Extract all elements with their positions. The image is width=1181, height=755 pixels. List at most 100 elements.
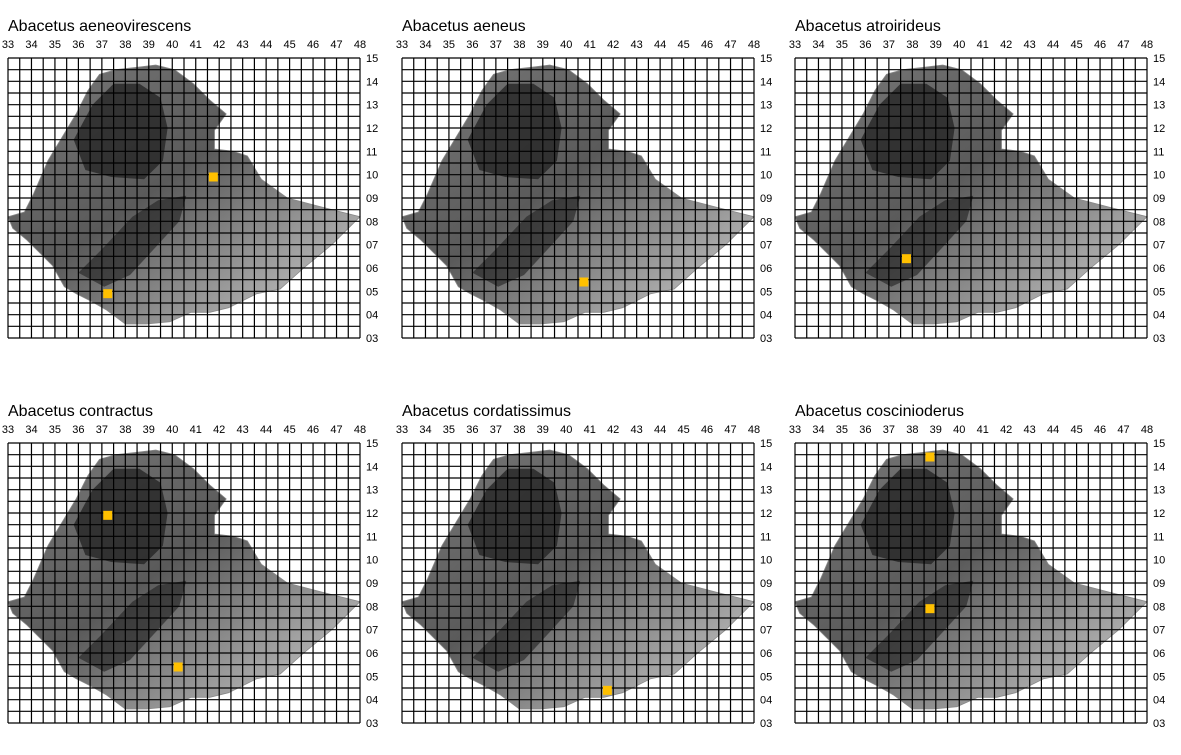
longitude-tick-label: 36 — [466, 39, 478, 51]
latitude-tick-label: 03 — [760, 333, 772, 345]
latitude-tick-label: 11 — [760, 531, 771, 543]
longitude-tick-label: 36 — [72, 39, 84, 51]
latitude-tick-label: 15 — [1153, 53, 1165, 65]
distribution-map: Abacetus coscinioderus 33 34 35 36 37 38 39 40 41… — [789, 403, 1180, 755]
longitude-tick-label: 37 — [490, 424, 502, 436]
latitude-tick-label: 09 — [1153, 578, 1165, 590]
latitude-tick-label: 15 — [760, 438, 772, 450]
latitude-tick-label: 03 — [1153, 333, 1165, 345]
map-title: Abacetus aeneovirescens — [8, 18, 192, 35]
longitude-tick-label: 42 — [213, 424, 225, 436]
longitude-tick-label: 46 — [307, 39, 319, 51]
longitude-tick-label: 41 — [190, 39, 202, 51]
longitude-tick-label: 34 — [419, 424, 431, 436]
longitude-tick-label: 46 — [1094, 424, 1106, 436]
longitude-tick-label: 33 — [789, 39, 801, 51]
highland-relief — [73, 468, 168, 565]
record-marker — [103, 289, 113, 299]
longitude-tick-label: 40 — [560, 424, 572, 436]
longitude-tick-label: 39 — [930, 424, 942, 436]
latitude-tick-label: 07 — [366, 625, 378, 637]
longitude-tick-label: 33 — [396, 39, 408, 51]
longitude-tick-label: 39 — [143, 39, 155, 51]
longitude-tick-label: 34 — [25, 424, 37, 436]
longitude-tick-label: 47 — [724, 39, 736, 51]
longitude-tick-label: 43 — [631, 424, 643, 436]
longitude-tick-label: 37 — [96, 39, 108, 51]
highland-relief — [860, 468, 955, 565]
latitude-tick-label: 05 — [366, 671, 378, 683]
latitude-tick-label: 09 — [366, 578, 378, 590]
grid — [794, 57, 1148, 339]
latitude-tick-label: 10 — [366, 555, 378, 567]
latitude-tick-label: 11 — [366, 146, 377, 158]
highland-relief — [472, 580, 581, 672]
latitude-tick-label: 13 — [760, 100, 772, 112]
record-marker — [173, 662, 183, 672]
latitude-tick-label: 04 — [1153, 695, 1165, 707]
latitude-tick-label: 06 — [366, 648, 378, 660]
latitude-tick-label: 12 — [1153, 508, 1165, 520]
longitude-tick-label: 45 — [283, 39, 295, 51]
longitude-tick-label: 33 — [396, 424, 408, 436]
latitude-tick-label: 12 — [760, 508, 772, 520]
longitude-tick-label: 36 — [859, 39, 871, 51]
longitude-tick-label: 47 — [330, 39, 342, 51]
latitude-tick-label: 06 — [1153, 648, 1165, 660]
longitude-tick-label: 48 — [1141, 39, 1153, 51]
latitude-tick-label: 10 — [1153, 170, 1165, 182]
highland-relief — [73, 83, 168, 180]
longitude-tick-label: 45 — [677, 424, 689, 436]
longitude-tick-label: 34 — [812, 39, 824, 51]
longitude-tick-label: 37 — [883, 39, 895, 51]
highland-relief — [865, 580, 974, 672]
longitude-tick-label: 38 — [906, 39, 918, 51]
longitude-tick-label: 39 — [537, 424, 549, 436]
longitude-tick-label: 33 — [789, 424, 801, 436]
latitude-tick-label: 13 — [1153, 100, 1165, 112]
longitude-tick-label: 41 — [584, 424, 596, 436]
map-title: Abacetus cordatissimus — [402, 403, 571, 420]
longitude-tick-label: 43 — [631, 39, 643, 51]
longitude-tick-label: 33 — [2, 424, 14, 436]
latitude-tick-label: 09 — [760, 193, 772, 205]
latitude-tick-label: 15 — [1153, 438, 1165, 450]
latitude-tick-label: 13 — [760, 485, 772, 497]
longitude-tick-label: 40 — [953, 424, 965, 436]
latitude-tick-label: 03 — [366, 333, 378, 345]
longitude-tick-label: 41 — [977, 424, 989, 436]
latitude-tick-label: 14 — [760, 461, 772, 473]
latitude-tick-label: 04 — [760, 695, 772, 707]
longitude-tick-label: 48 — [354, 424, 366, 436]
latitude-tick-label: 10 — [760, 555, 772, 567]
latitude-tick-label: 05 — [1153, 671, 1165, 683]
longitude-tick-label: 42 — [607, 39, 619, 51]
latitude-tick-label: 11 — [1153, 146, 1164, 158]
longitude-tick-label: 38 — [119, 39, 131, 51]
longitude-tick-label: 34 — [25, 39, 37, 51]
latitude-tick-label: 12 — [1153, 123, 1165, 135]
latitude-tick-label: 12 — [760, 123, 772, 135]
map-title: Abacetus contractus — [8, 403, 153, 420]
highland-relief — [860, 83, 955, 180]
longitude-tick-label: 35 — [443, 39, 455, 51]
latitude-tick-label: 04 — [366, 310, 378, 322]
longitude-tick-label: 48 — [1141, 424, 1153, 436]
map-title: Abacetus aeneus — [402, 18, 526, 35]
longitude-tick-label: 40 — [166, 39, 178, 51]
distribution-map: Abacetus atroirideus 33 34 35 36 37 38 39 40 41 42… — [789, 18, 1180, 370]
longitude-tick-label: 47 — [330, 424, 342, 436]
latitude-tick-label: 07 — [366, 240, 378, 252]
longitude-tick-label: 36 — [466, 424, 478, 436]
latitude-tick-label: 04 — [1153, 310, 1165, 322]
latitude-tick-label: 08 — [366, 216, 378, 228]
latitude-tick-label: 04 — [366, 695, 378, 707]
record-marker — [925, 452, 935, 462]
latitude-tick-label: 05 — [760, 286, 772, 298]
map-title: Abacetus atroirideus — [795, 18, 941, 35]
distribution-map: Abacetus aeneovirescens 33 34 35 36 37 38 39 40 4… — [2, 18, 393, 370]
latitude-tick-label: 11 — [1153, 531, 1164, 543]
longitude-tick-label: 48 — [354, 39, 366, 51]
